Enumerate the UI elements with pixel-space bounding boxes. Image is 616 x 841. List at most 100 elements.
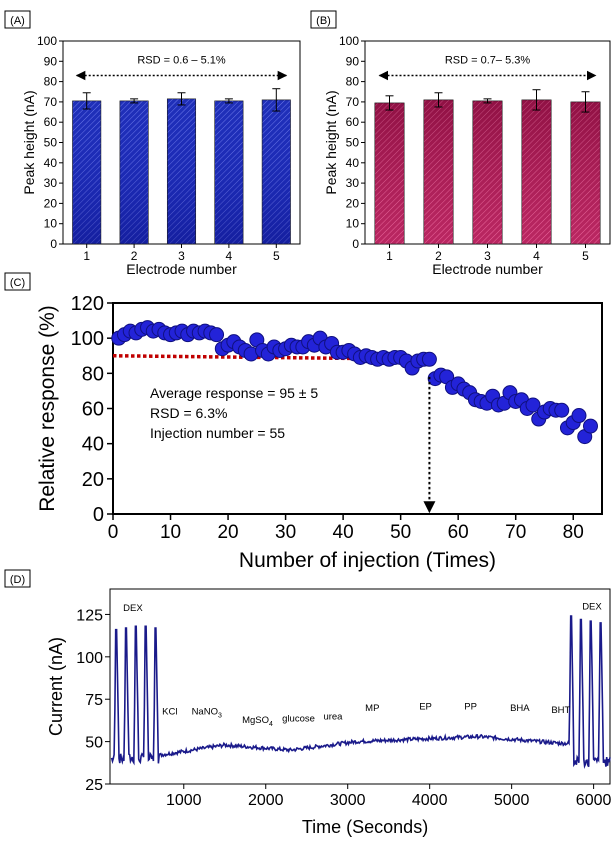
x-tick-label: 3000 xyxy=(330,792,366,809)
y-tick-label: 40 xyxy=(346,156,360,170)
panel-label-c: (C) xyxy=(4,272,31,291)
stability-annotation: Injection number = 55 xyxy=(150,425,285,441)
plot-frame xyxy=(109,588,611,785)
y-tick-label: 20 xyxy=(82,469,104,491)
bar-shade xyxy=(472,100,503,245)
x-tick-label: 30 xyxy=(275,522,296,543)
interferent-label: glucose xyxy=(282,713,315,724)
y-tick-label: 70 xyxy=(346,95,360,109)
y-tick-label: 20 xyxy=(346,196,360,210)
interferent-label: KCl xyxy=(162,706,177,717)
data-point xyxy=(209,327,225,343)
x-tick-label: 5 xyxy=(273,249,280,263)
x-tick-label: 40 xyxy=(333,522,354,543)
y-tick-label: 20 xyxy=(44,196,58,210)
x-tick-label: 70 xyxy=(505,522,526,543)
data-point xyxy=(554,402,570,418)
x-tick-label: 5 xyxy=(582,249,589,263)
y-tick-label: 100 xyxy=(37,34,57,48)
x-axis-label: Electrode number xyxy=(432,261,543,277)
y-tick-label: 40 xyxy=(82,434,104,456)
y-tick-label: 50 xyxy=(85,735,103,752)
interferent-label: NaNO3 xyxy=(192,706,222,719)
y-tick-label: 75 xyxy=(85,692,103,709)
x-tick-label: 20 xyxy=(217,522,238,543)
stability-annotation: RSD = 6.3% xyxy=(150,405,227,421)
bar-shade xyxy=(119,100,149,245)
rsd-annotation: RSD = 0.6 – 5.1% xyxy=(137,55,226,67)
y-tick-label: 90 xyxy=(44,54,58,68)
panel-label-a-text: (A) xyxy=(10,15,25,27)
x-tick-label: 2000 xyxy=(248,792,284,809)
y-tick-label: 125 xyxy=(76,607,103,624)
interferent-label: MP xyxy=(365,703,379,714)
x-tick-label: 1000 xyxy=(166,792,202,809)
rsd-annotation: RSD = 0.7– 5.3% xyxy=(445,55,531,67)
y-tick-label: 40 xyxy=(44,156,58,170)
x-axis-label: Number of injection (Times) xyxy=(239,549,496,572)
x-tick-label: 4 xyxy=(226,249,233,263)
y-tick-label: 30 xyxy=(44,176,58,190)
x-tick-label: 1 xyxy=(83,249,90,263)
y-tick-label: 100 xyxy=(339,34,359,48)
data-point xyxy=(571,408,587,424)
y-tick-label: 80 xyxy=(44,75,58,89)
x-tick-label: 6000 xyxy=(576,792,612,809)
y-tick-label: 60 xyxy=(82,399,104,421)
y-tick-label: 25 xyxy=(85,777,103,794)
y-tick-label: 10 xyxy=(44,217,58,231)
x-tick-label: 5000 xyxy=(494,792,530,809)
data-point xyxy=(421,351,437,367)
bar-shade xyxy=(570,101,601,245)
interferent-label: urea xyxy=(323,712,343,723)
x-axis-label: Time (Seconds) xyxy=(302,817,428,837)
panel-label-b: (B) xyxy=(310,10,337,29)
y-tick-label: 60 xyxy=(44,115,58,129)
y-tick-label: 30 xyxy=(346,176,360,190)
bar-shade xyxy=(166,98,197,245)
x-tick-label: 4000 xyxy=(412,792,448,809)
x-tick-label: 50 xyxy=(390,522,411,543)
panel-label-d: (D) xyxy=(4,569,31,588)
data-point xyxy=(582,418,598,434)
current-trace xyxy=(110,615,611,770)
chart-d: 25 50 75 100 125 1000 2000 3000 4000 5000 6000 DEX K… xyxy=(46,588,612,837)
chart-b: 0 10 20 30 40 50 60 70 80 90 100 1 2 3 4 5 RSD = 0.7– 5.… xyxy=(323,34,611,277)
y-tick-label: 50 xyxy=(44,136,58,150)
y-tick-label: 90 xyxy=(346,54,360,68)
bar-shade xyxy=(374,102,405,245)
y-tick-label: 0 xyxy=(50,237,57,251)
x-tick-label: 10 xyxy=(160,522,181,543)
stability-annotation: Average response = 95 ± 5 xyxy=(150,385,318,401)
y-tick-label: 10 xyxy=(346,217,360,231)
x-tick-label: 3 xyxy=(178,249,185,263)
y-tick-label: 80 xyxy=(82,363,104,385)
x-tick-label: 2 xyxy=(435,249,442,263)
x-tick-label: 80 xyxy=(563,522,584,543)
y-axis-label: Peak height (nA) xyxy=(21,90,37,194)
panel-label-d-text: (D) xyxy=(10,574,25,586)
y-tick-label: 0 xyxy=(93,504,104,526)
y-tick-label: 50 xyxy=(346,136,360,150)
x-tick-label: 4 xyxy=(533,249,540,263)
y-tick-label: 70 xyxy=(44,95,58,109)
bar-shade xyxy=(72,100,102,245)
y-tick-label: 0 xyxy=(352,237,359,251)
x-tick-label: 1 xyxy=(386,249,393,263)
interferent-label: BHT xyxy=(551,705,570,716)
panel-label-c-text: (C) xyxy=(10,277,25,289)
interferent-label: DEX xyxy=(582,601,602,612)
interferent-label: PP xyxy=(464,701,477,712)
interferent-label: DEX xyxy=(123,603,143,614)
y-axis-label: Peak height (nA) xyxy=(323,90,339,194)
y-tick-label: 120 xyxy=(71,293,104,315)
x-tick-label: 3 xyxy=(484,249,491,263)
y-axis-label: Relative response (%) xyxy=(36,305,59,512)
y-tick-label: 80 xyxy=(346,75,360,89)
interferent-label: EP xyxy=(419,701,432,712)
x-axis-label: Electrode number xyxy=(126,261,237,277)
bar-shade xyxy=(214,100,244,245)
chart-a: 0 10 20 30 40 50 60 70 80 90 100 1 2 3 4 5 RSD = 0.6 – 5… xyxy=(21,34,301,277)
data-point xyxy=(525,397,541,413)
